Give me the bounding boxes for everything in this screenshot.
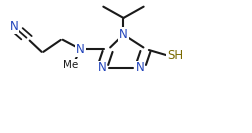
Text: N: N [119, 28, 128, 41]
Text: N: N [98, 61, 106, 74]
Text: N: N [136, 61, 144, 74]
Text: Me: Me [63, 59, 78, 70]
Text: N: N [76, 43, 85, 56]
Text: SH: SH [167, 49, 183, 62]
Text: N: N [10, 20, 18, 33]
